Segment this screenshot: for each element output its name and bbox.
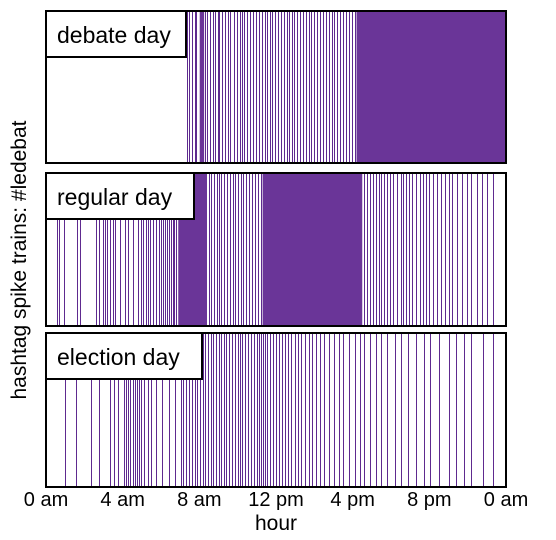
panel-label-box	[45, 10, 187, 58]
dense-spike-block	[356, 11, 506, 163]
y-axis-title: hashtag spike trains: #ledebat	[8, 120, 31, 399]
x-tick-labels: 0 am 4 am 8 am 12 pm 4 pm 8 pm 0 am	[24, 489, 528, 511]
panel-frame	[45, 10, 507, 164]
x-tick-label: 4 am	[100, 489, 144, 511]
panels-group: debate day regular day election day	[45, 10, 507, 488]
panel-frame	[45, 332, 507, 488]
x-tick-label: 0 am	[484, 489, 528, 511]
raster-panel: election day	[45, 332, 507, 488]
x-tick-label: 8 am	[177, 489, 221, 511]
x-tick-label: 8 pm	[407, 489, 451, 511]
panel-label-box	[45, 172, 195, 220]
x-tick-label: 0 am	[24, 489, 68, 511]
panel-frame	[45, 172, 507, 327]
x-tick-label: 12 pm	[248, 489, 304, 511]
dense-spike-block	[262, 173, 363, 326]
raster-panel: debate day	[45, 10, 507, 164]
x-tick-label: 4 pm	[330, 489, 374, 511]
panel-label: debate day	[57, 22, 171, 48]
raster-panel: regular day	[45, 172, 507, 327]
panel-label: regular day	[57, 184, 173, 210]
x-axis-title: hour	[255, 512, 297, 535]
panel-label: election day	[57, 344, 180, 370]
panel-label-box	[45, 332, 203, 380]
dense-spike-block	[199, 11, 205, 163]
